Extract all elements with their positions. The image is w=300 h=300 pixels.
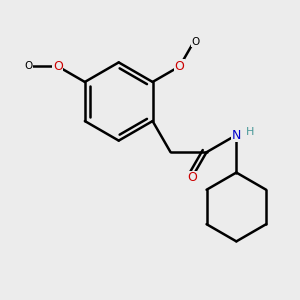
Text: O: O [25,61,33,71]
Text: O: O [191,37,200,47]
Text: O: O [53,60,63,73]
Text: O: O [187,172,196,184]
Text: H: H [246,127,255,137]
Text: O: O [175,60,184,73]
Text: N: N [232,128,241,142]
